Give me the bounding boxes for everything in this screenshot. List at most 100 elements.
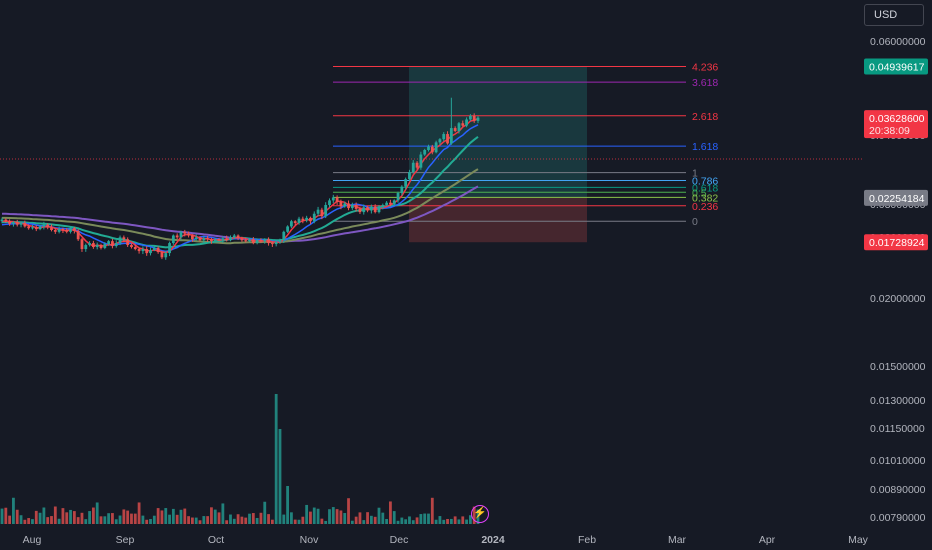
candle-body (4, 219, 8, 222)
volume-bar (369, 515, 373, 524)
volume-bar (366, 512, 369, 524)
volume-bar (400, 517, 404, 524)
fib-label: 2.618 (692, 111, 718, 123)
price-axis[interactable]: 0.060000000.040000000.030000000.02600000… (870, 36, 926, 524)
volume-bar (278, 429, 282, 524)
candle-body (236, 235, 240, 239)
volume-bar (465, 519, 468, 524)
volume-bar (468, 515, 472, 524)
candle-body (57, 229, 61, 232)
candle-body (373, 206, 377, 213)
candle-body (206, 238, 210, 240)
x-tick-label: May (848, 534, 869, 546)
candle-body (229, 237, 232, 241)
y-tick-label: 0.02000000 (870, 293, 926, 305)
candle-body (427, 146, 430, 150)
x-tick-label: Aug (23, 534, 42, 546)
volume-bar (335, 509, 339, 524)
candle-body (251, 239, 255, 244)
candle-body (12, 222, 15, 224)
candle-body (160, 252, 164, 258)
candle-body (434, 142, 438, 153)
price-tag-bg (864, 110, 928, 139)
lightning-icon[interactable]: ⚡ (471, 505, 489, 523)
currency-button[interactable]: USD (864, 4, 924, 26)
candle-body (8, 221, 12, 224)
candle-body (114, 243, 118, 247)
volume-bar (137, 502, 141, 524)
candle-body (362, 207, 366, 213)
time-axis[interactable]: Aug Sep Oct Nov Dec 2024 Feb Mar Apr May (23, 534, 869, 546)
candle-body (187, 233, 190, 236)
volume-bar (12, 497, 15, 524)
candle-body (95, 245, 99, 248)
volume-bar (240, 516, 244, 524)
x-tick-label: Feb (578, 534, 596, 546)
volume-bar (179, 509, 183, 524)
candle-body (316, 209, 320, 214)
candle-body (122, 237, 126, 240)
candle-body (232, 235, 236, 238)
fib-label: 0.382 (692, 192, 718, 204)
candle-body (476, 117, 480, 121)
volume-bar (69, 509, 72, 524)
candle-body (309, 217, 312, 222)
volume-bar (408, 516, 411, 524)
volume-bar (103, 516, 107, 524)
volume-bar (354, 516, 358, 524)
price-tag-stop: 0.01728924 (864, 234, 928, 251)
volume-bar (339, 510, 343, 524)
y-tick-label: 0.01300000 (870, 395, 926, 407)
candle-body (126, 239, 130, 246)
volume-bar (65, 512, 69, 524)
candle-body (69, 228, 72, 232)
volume-bar (251, 513, 255, 524)
candle-body (91, 243, 95, 248)
volume-bar (194, 517, 198, 524)
candle-body (274, 242, 278, 245)
candle-body (400, 186, 404, 194)
ma-line-blue (1, 124, 479, 253)
volume-bar (286, 486, 289, 524)
candle-body (305, 217, 309, 221)
candle-body (423, 150, 427, 155)
candle-body (210, 239, 213, 242)
y-tick-label: 0.01500000 (870, 361, 926, 373)
candle-body (217, 239, 221, 241)
candle-body (461, 123, 465, 126)
volume-bar (442, 519, 446, 524)
volume-bar (91, 507, 95, 524)
volume-bar (430, 497, 434, 524)
volume-bar (232, 518, 236, 524)
candle-body (145, 249, 149, 254)
candle-body (350, 204, 354, 209)
candle-body (164, 253, 168, 258)
fib-label: 4.236 (692, 62, 718, 74)
volume-bar (15, 509, 19, 524)
volume-bar (274, 394, 278, 524)
candle-body (194, 237, 198, 240)
volume-bar (377, 507, 381, 524)
volume-bar (130, 513, 133, 524)
candle-body (457, 123, 461, 132)
price-tag-value: 0.01728924 (869, 237, 925, 249)
candle-body (137, 249, 141, 252)
x-tick-label: Nov (300, 534, 319, 546)
candle-body (175, 235, 179, 238)
volume-bar (415, 517, 419, 524)
volume-bar (423, 513, 427, 524)
candle-body (213, 239, 217, 242)
volume-bar (225, 520, 229, 524)
volume-bar (267, 514, 270, 524)
volume-bar (206, 516, 210, 524)
candle-body (133, 247, 137, 250)
x-tick-label: Apr (759, 534, 776, 546)
candle-body (290, 221, 293, 227)
volume-bar (175, 514, 179, 524)
candle-body (301, 218, 305, 221)
x-tick-label: Mar (668, 534, 687, 546)
candle-body (76, 230, 80, 240)
candle-body (191, 235, 194, 240)
candle-body (449, 128, 453, 144)
